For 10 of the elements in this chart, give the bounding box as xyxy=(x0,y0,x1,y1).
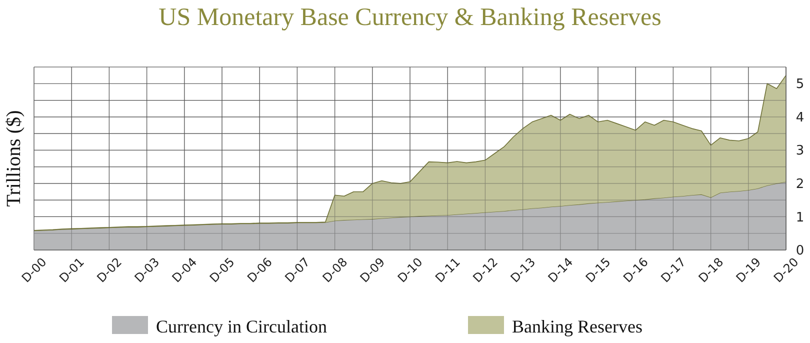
y-tick-label: 1 xyxy=(796,210,804,226)
y-tick-label: 0 xyxy=(796,244,804,259)
y-tick-label: 2 xyxy=(796,177,804,192)
legend-label: Banking Reserves xyxy=(512,316,642,336)
y-tick-label: 3 xyxy=(796,144,804,159)
y-axis-title: Trillions ($) xyxy=(3,110,25,207)
y-tick-label: 5 xyxy=(796,77,804,92)
chart-title: US Monetary Base Currency & Banking Reserves xyxy=(158,4,662,31)
y-tick-label: 4 xyxy=(796,110,804,126)
legend-label: Currency in Circulation xyxy=(156,316,327,336)
